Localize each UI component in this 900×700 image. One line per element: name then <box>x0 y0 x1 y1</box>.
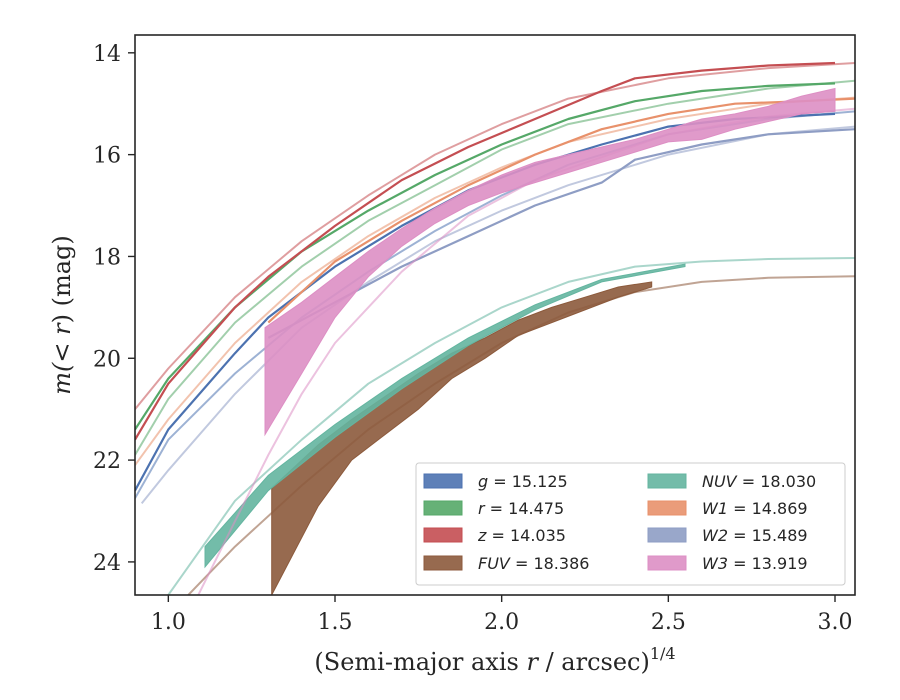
series-z-measured <box>135 61 836 441</box>
series-z-model <box>135 62 855 410</box>
chart-curves <box>135 61 855 595</box>
x-tick-label: 1.5 <box>318 610 353 635</box>
series-r-measured <box>135 82 836 431</box>
series-w2-measured <box>267 128 855 339</box>
series-nuv-band <box>204 263 686 569</box>
y-tick-label: 20 <box>93 347 121 372</box>
series-w3-band <box>264 87 836 437</box>
legend-label-w3: W3 = 13.919 <box>702 554 808 573</box>
legend-label-z: z = 14.035 <box>477 526 566 545</box>
legend-label-r: r = 14.475 <box>478 499 564 518</box>
y-tick-label: 14 <box>93 42 121 67</box>
legend-swatch-nuv <box>647 473 687 489</box>
legend-box <box>415 462 846 586</box>
x-tick-label: 1.0 <box>151 610 186 635</box>
series-w1-model <box>135 96 855 466</box>
series-nuv-model <box>167 257 855 595</box>
y-tick-label: 18 <box>93 245 121 270</box>
legend-swatch-w1 <box>647 500 687 516</box>
series-w1-measured <box>267 97 855 324</box>
x-axis-label: (Semi-major axis r / arcsec)1/4 <box>314 644 675 676</box>
legend-label-w2: W2 = 15.489 <box>702 526 808 545</box>
series-r-model <box>135 79 855 456</box>
legend-swatch-fuv <box>423 555 463 571</box>
legend-swatch-r <box>423 500 463 516</box>
legend-swatch-z <box>423 527 463 543</box>
y-axis-label: m(< r) (mag) <box>48 235 76 395</box>
series-w2-model <box>140 125 855 505</box>
legend-label-fuv: FUV = 18.386 <box>478 554 589 573</box>
legend-label-g: g = 15.125 <box>478 472 568 491</box>
legend: g = 15.125 r = 14.475 z = 14.035 FUV = 18.3… <box>415 462 846 586</box>
legend-swatch-g <box>423 473 463 489</box>
x-tick-label: 3.0 <box>818 610 853 635</box>
x-tick-label: 2.0 <box>484 610 519 635</box>
legend-swatch-w2 <box>647 527 687 543</box>
x-tick-label: 2.5 <box>651 610 686 635</box>
y-tick-label: 24 <box>93 551 121 576</box>
y-axis: 14 16 18 20 22 24 <box>93 42 135 576</box>
x-axis: 1.0 1.5 2.0 2.5 3.0 <box>151 595 853 635</box>
y-tick-label: 22 <box>93 449 121 474</box>
y-tick-label: 16 <box>93 144 121 169</box>
legend-swatch-w3 <box>647 555 687 571</box>
plot-frame <box>134 34 856 596</box>
legend-label-w1: W1 = 14.869 <box>702 499 808 518</box>
legend-label-nuv: NUV = 18.030 <box>702 472 816 491</box>
